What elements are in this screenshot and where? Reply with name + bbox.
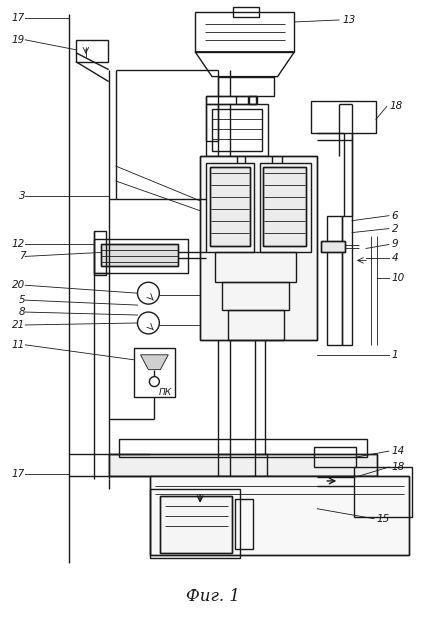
Bar [218, 454, 230, 494]
Bar [200, 156, 317, 340]
Bar [228, 310, 284, 340]
Text: 19: 19 [12, 35, 25, 45]
Bar [101, 244, 178, 266]
Text: 20: 20 [12, 280, 25, 290]
Bar [109, 454, 377, 476]
Text: 9: 9 [392, 239, 398, 250]
Bar [94, 239, 188, 273]
Bar [76, 40, 108, 61]
Bar [314, 447, 356, 467]
Bar [263, 167, 306, 246]
Bar [190, 494, 349, 512]
Bar [195, 12, 294, 52]
Bar [218, 77, 273, 97]
Bar [150, 476, 409, 556]
Text: 5: 5 [19, 295, 25, 305]
Bar [311, 101, 376, 133]
Text: 14: 14 [392, 446, 405, 456]
Text: ПК: ПК [158, 388, 172, 397]
Bar [206, 163, 254, 252]
Text: 10: 10 [392, 273, 405, 284]
Text: 21: 21 [12, 320, 25, 330]
Circle shape [150, 376, 159, 387]
Circle shape [138, 282, 159, 304]
Circle shape [138, 312, 159, 334]
Bar [160, 496, 232, 554]
Bar [210, 167, 250, 246]
Bar [150, 489, 240, 559]
Text: 13: 13 [342, 15, 355, 25]
Polygon shape [141, 355, 168, 370]
Text: 6: 6 [392, 211, 398, 221]
Bar [212, 109, 262, 151]
Bar [210, 167, 250, 246]
Text: 12: 12 [12, 239, 25, 248]
Bar [263, 167, 306, 246]
Bar [233, 7, 259, 17]
Bar [255, 454, 267, 494]
Bar [235, 499, 253, 548]
Bar [94, 230, 106, 275]
Bar [206, 97, 256, 104]
Text: 18: 18 [392, 462, 405, 472]
Bar [342, 216, 352, 345]
Bar [321, 241, 345, 252]
Bar [249, 97, 257, 104]
Text: Фиг. 1: Фиг. 1 [186, 588, 240, 605]
Bar [133, 348, 175, 397]
Bar [321, 241, 345, 252]
Bar [118, 439, 367, 457]
Text: 8: 8 [19, 307, 25, 317]
Bar [206, 104, 268, 156]
Bar [215, 252, 296, 282]
Text: 17: 17 [12, 469, 25, 479]
Text: 3: 3 [19, 191, 25, 201]
Bar [222, 282, 290, 310]
Bar [150, 476, 409, 556]
Text: 15: 15 [377, 514, 390, 524]
Bar [200, 156, 317, 340]
Text: 4: 4 [392, 253, 398, 264]
Text: 11: 11 [12, 340, 25, 350]
Text: 17: 17 [12, 13, 25, 23]
Text: 7: 7 [19, 252, 25, 261]
Bar [354, 467, 412, 516]
Bar [260, 163, 311, 252]
Text: 2: 2 [392, 223, 398, 234]
Bar [109, 454, 377, 476]
Text: 1: 1 [392, 350, 398, 360]
Bar [160, 496, 232, 554]
Bar [190, 494, 349, 512]
Bar [206, 97, 218, 141]
Bar [327, 216, 342, 345]
Text: 18: 18 [390, 101, 403, 111]
Bar [101, 244, 178, 266]
